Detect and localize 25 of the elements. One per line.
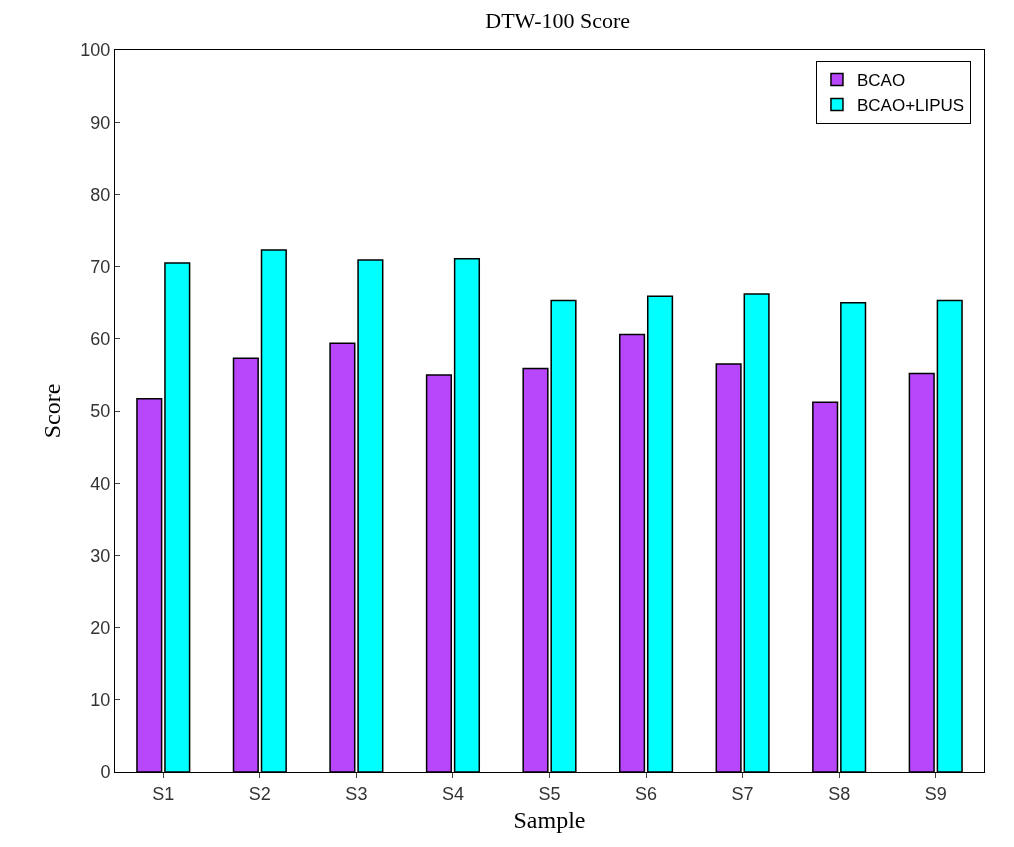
legend-label: BCAO xyxy=(856,71,906,91)
y-axis-title: Score xyxy=(39,383,66,439)
y-tick-label: 80 xyxy=(90,184,111,205)
x-tick-label: S1 xyxy=(152,783,175,804)
y-tick-label: 50 xyxy=(90,401,111,422)
y-tick-label: 30 xyxy=(90,545,111,566)
y-tick-label: 100 xyxy=(80,40,111,61)
y-tick-label: 40 xyxy=(90,473,111,494)
y-tick-label: 60 xyxy=(90,329,111,350)
y-tick-label: 90 xyxy=(90,112,111,133)
x-tick-label: S2 xyxy=(248,783,271,804)
y-tick-label: 20 xyxy=(90,617,111,638)
x-tick-label: S3 xyxy=(345,783,368,804)
x-axis-title: Sample xyxy=(513,806,586,833)
legend-label: BCAO+LIPUS xyxy=(856,96,965,116)
y-tick-label: 10 xyxy=(90,690,111,711)
y-tick-label: 70 xyxy=(90,256,111,277)
x-tick-label: S4 xyxy=(441,783,464,804)
x-tick-label: S6 xyxy=(635,783,658,804)
x-tick-label: S5 xyxy=(538,783,561,804)
x-tick-label: S9 xyxy=(924,783,947,804)
x-tick-label: S8 xyxy=(828,783,851,804)
y-tick-label: 0 xyxy=(100,762,111,783)
x-tick-label: S7 xyxy=(731,783,754,804)
chart-title: DTW-100 Score xyxy=(485,8,631,34)
